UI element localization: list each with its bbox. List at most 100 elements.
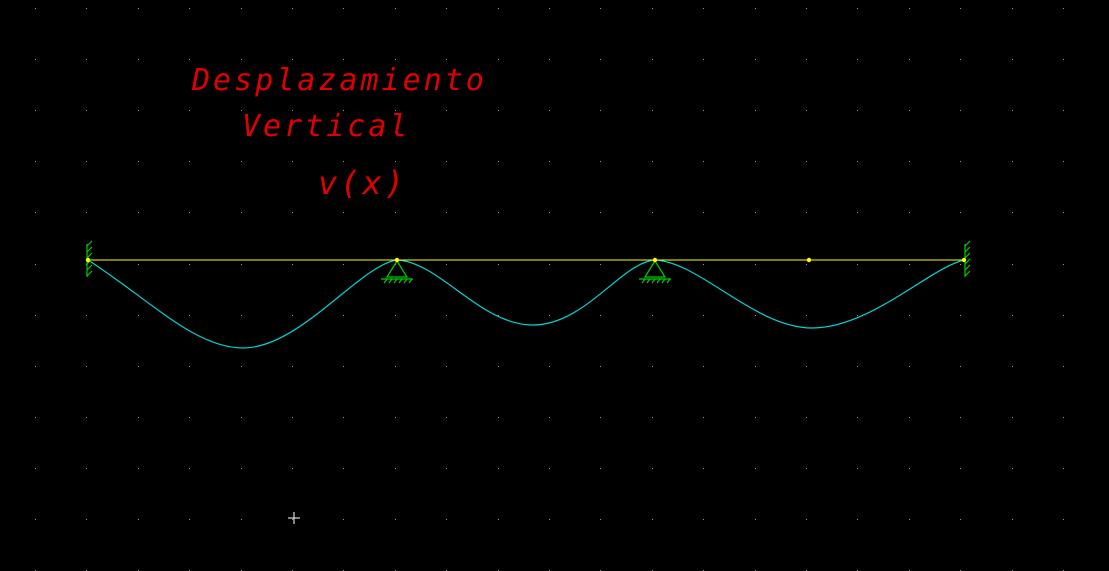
grid-dot: [703, 8, 704, 9]
grid-dot: [549, 8, 550, 9]
grid-dot: [35, 315, 36, 316]
grid-dot: [1063, 366, 1064, 367]
joint-node[interactable]: [961, 257, 967, 263]
grid-dot: [1063, 8, 1064, 9]
grid-dot: [703, 315, 704, 316]
grid-dot: [1063, 59, 1064, 60]
joint-node[interactable]: [652, 257, 658, 263]
deflected-shape-curve[interactable]: [87, 259, 965, 349]
annotation-function: v(x): [318, 164, 407, 202]
grid-dot: [755, 59, 756, 60]
grid-dot: [652, 59, 653, 60]
grid-dot: [241, 59, 242, 60]
grid-dot: [549, 212, 550, 213]
grid-dot: [86, 110, 87, 111]
grid-dot: [189, 519, 190, 520]
grid-dot: [395, 468, 396, 469]
grid-dot: [446, 366, 447, 367]
joint-node[interactable]: [85, 257, 91, 263]
fixed-support-right[interactable]: [964, 240, 971, 277]
grid-dot: [292, 315, 293, 316]
grid-dot: [857, 8, 858, 9]
grid-dot: [343, 110, 344, 111]
crosshair-cursor-icon: [288, 512, 300, 524]
grid-dot: [343, 417, 344, 418]
grid-dot: [549, 366, 550, 367]
joint-node[interactable]: [806, 257, 812, 263]
grid-dot: [1012, 264, 1013, 265]
grid-dot: [446, 417, 447, 418]
grid-dot: [86, 519, 87, 520]
grid-dot: [498, 519, 499, 520]
grid-dot: [703, 161, 704, 162]
grid-dot: [960, 8, 961, 9]
grid-dot: [138, 366, 139, 367]
grid-dot: [549, 468, 550, 469]
grid-dot: [549, 417, 550, 418]
grid-dot: [857, 417, 858, 418]
grid-dot: [138, 161, 139, 162]
grid-dot: [600, 315, 601, 316]
grid-dot: [909, 161, 910, 162]
grid-dot: [960, 264, 961, 265]
grid-dot: [600, 417, 601, 418]
grid-dot: [1012, 8, 1013, 9]
grid-dot: [909, 212, 910, 213]
grid-dot: [857, 212, 858, 213]
fixed-support-left[interactable]: [86, 240, 93, 277]
grid-dot: [189, 417, 190, 418]
grid-dot: [446, 59, 447, 60]
pinned-support-1[interactable]: [381, 259, 413, 284]
grid-dot: [806, 8, 807, 9]
grid-dot: [189, 110, 190, 111]
grid-dot: [86, 366, 87, 367]
grid-dot: [86, 8, 87, 9]
grid-dot: [343, 264, 344, 265]
grid-dot: [857, 366, 858, 367]
grid-dot: [446, 519, 447, 520]
grid-dot: [395, 59, 396, 60]
grid-dot: [35, 8, 36, 9]
grid-dot: [755, 110, 756, 111]
grid-dot: [395, 315, 396, 316]
grid-dot: [909, 519, 910, 520]
grid-dot: [857, 519, 858, 520]
grid-dot: [909, 468, 910, 469]
grid-dot: [806, 366, 807, 367]
grid-dot: [1012, 110, 1013, 111]
grid-dot: [189, 8, 190, 9]
grid-dot: [395, 519, 396, 520]
pinned-support-2[interactable]: [639, 259, 671, 284]
grid-dot: [1063, 161, 1064, 162]
grid-dot: [292, 8, 293, 9]
grid-dot: [1063, 110, 1064, 111]
grid-dot: [35, 468, 36, 469]
grid-dot: [600, 161, 601, 162]
joint-node[interactable]: [394, 257, 400, 263]
grid-dot: [35, 417, 36, 418]
grid-dot: [755, 519, 756, 520]
grid-dot: [960, 315, 961, 316]
grid-dot: [909, 315, 910, 316]
grid-dot: [241, 315, 242, 316]
grid-dot: [189, 366, 190, 367]
grid-dot: [292, 59, 293, 60]
grid-dot: [549, 161, 550, 162]
grid-dot: [86, 315, 87, 316]
grid-dot: [755, 468, 756, 469]
annotation-title: Desplazamiento: [191, 63, 487, 98]
grid-dot: [806, 110, 807, 111]
grid-dot: [1012, 315, 1013, 316]
grid-dot: [138, 519, 139, 520]
grid-dot: [241, 110, 242, 111]
grid-dot: [857, 468, 858, 469]
grid-dot: [703, 264, 704, 265]
grid-dot: [343, 8, 344, 9]
grid-dot: [755, 264, 756, 265]
grid-dot: [703, 110, 704, 111]
annotation-subtitle: Vertical: [242, 109, 411, 144]
grid-dot: [703, 519, 704, 520]
grid-dot: [1012, 161, 1013, 162]
